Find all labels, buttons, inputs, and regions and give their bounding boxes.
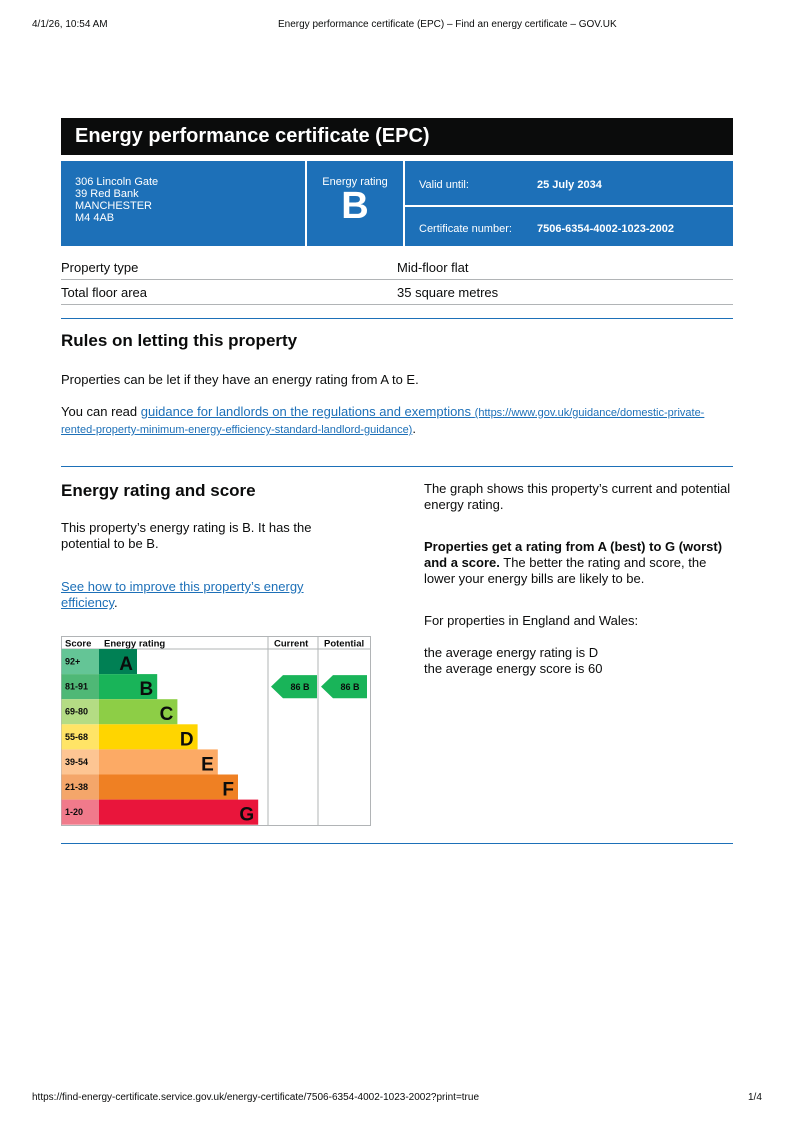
potential-rating-arrow	[321, 675, 367, 699]
text: You can read	[61, 404, 141, 419]
rating-explanation: Properties get a rating from A (best) to…	[424, 539, 734, 587]
rating-letter-E: E	[201, 754, 214, 775]
improve-text: See how to improve this property’s energ…	[61, 579, 331, 611]
address-line: 306 Lincoln Gate	[75, 176, 159, 188]
score-cell-F	[61, 774, 100, 800]
print-url: https://find-energy-certificate.service.…	[32, 1092, 480, 1103]
chart-header-energy-rating: Energy rating	[104, 639, 165, 650]
rating-band-D	[99, 724, 198, 750]
score-cell-E	[61, 749, 100, 775]
score-range-B: 81-91	[65, 682, 88, 692]
print-datetime: 4/1/26, 10:54 AM	[32, 19, 108, 30]
bold-text: Properties get a rating from A (best) to…	[424, 539, 723, 570]
summary-value: Mid-floor flat	[397, 260, 469, 275]
landlord-guidance-link[interactable]: guidance for landlords on the regulation…	[61, 404, 704, 436]
england-wales-text: For properties in England and Wales:	[424, 613, 639, 628]
rating-band-E	[99, 749, 218, 775]
score-range-A: 92+	[65, 657, 80, 667]
divider	[61, 843, 733, 844]
rating-letter-F: F	[222, 780, 234, 801]
score-cell-G	[61, 799, 100, 825]
score-heading: Energy rating and score	[61, 481, 256, 500]
text: The better the rating and score, the low…	[424, 555, 707, 586]
chart-header-current: Current	[274, 639, 309, 650]
valid-until-value: 25 July 2034	[537, 179, 602, 191]
divider	[61, 318, 733, 319]
score-range-F: 21-38	[65, 782, 88, 792]
rating-band-B	[99, 674, 158, 700]
rating-band-G	[99, 799, 259, 825]
rules-guidance-text: You can read guidance for landlords on t…	[61, 404, 721, 438]
certificate-number-panel: Certificate number: 7506-6354-4002-1023-…	[405, 207, 733, 246]
address-panel: 306 Lincoln Gate 39 Red Bank MANCHESTER …	[61, 161, 305, 246]
rating-letter-G: G	[239, 805, 254, 826]
print-page-title: Energy performance certificate (EPC) – F…	[278, 19, 617, 30]
score-cell-B	[61, 674, 100, 700]
rating-letter-D: D	[180, 729, 194, 750]
score-cell-D	[61, 724, 100, 750]
chart-header-potential: Potential	[324, 639, 364, 650]
link-text: guidance for landlords on the regulation…	[140, 404, 472, 419]
summary-row-floor-area: Total floor area 35 square metres	[61, 280, 733, 305]
score-range-G: 1-20	[65, 807, 83, 817]
current-rating-label: 86 B	[290, 682, 310, 692]
improve-efficiency-link[interactable]: See how to improve this property’s energ…	[61, 579, 304, 610]
page-title: Energy performance certificate (EPC)	[61, 118, 733, 155]
address-line: MANCHESTER	[75, 200, 153, 212]
text: .	[412, 421, 416, 436]
average-rating: the average energy rating is D	[424, 645, 599, 660]
rules-text: Properties can be let if they have an en…	[61, 372, 419, 387]
average-score: the average energy score is 60	[424, 661, 603, 676]
summary-label: Property type	[61, 260, 139, 275]
rules-heading: Rules on letting this property	[61, 331, 298, 350]
certificate-number-value: 7506-6354-4002-1023-2002	[537, 223, 675, 235]
rating-letter-C: C	[160, 704, 174, 725]
rating-band-C	[99, 699, 178, 725]
score-text: This property’s energy rating is B. It h…	[61, 520, 312, 551]
summary-label: Total floor area	[61, 285, 147, 300]
energy-rating-value: B	[341, 185, 369, 227]
print-page-count: 1/4	[748, 1092, 762, 1103]
summary-row-property-type: Property type Mid-floor flat	[61, 255, 733, 280]
summary-value: 35 square metres	[397, 285, 499, 300]
score-range-C: 69-80	[65, 707, 88, 717]
rating-band-F	[99, 774, 238, 800]
address-line: 39 Red Bank	[75, 188, 139, 200]
rating-letter-B: B	[139, 679, 153, 700]
chart-header-score: Score	[65, 639, 91, 650]
energy-rating-label: Energy rating	[322, 176, 388, 188]
address-postcode: M4 4AB	[75, 212, 115, 224]
certificate-number-label: Certificate number:	[419, 223, 512, 235]
energy-rating-panel: Energy rating B	[307, 161, 403, 246]
graph-explanation: The graph shows this property’s current …	[424, 481, 731, 512]
score-range-D: 55-68	[65, 732, 88, 742]
text: .	[114, 595, 118, 610]
divider	[61, 466, 733, 467]
valid-until-label: Valid until:	[419, 179, 469, 191]
rating-band-A	[99, 649, 137, 675]
link-url: (https://www.gov.uk/guidance/domestic-pr…	[61, 407, 705, 436]
score-cell-A	[61, 649, 100, 675]
score-cell-C	[61, 699, 100, 725]
current-rating-arrow	[271, 675, 317, 699]
rating-letter-A: A	[119, 654, 133, 675]
energy-rating-chart: Score Energy rating Current Potential 92+ A 81…	[61, 636, 371, 826]
score-range-E: 39-54	[65, 757, 88, 767]
valid-until-panel: Valid until: 25 July 2034	[405, 161, 733, 205]
potential-rating-label: 86 B	[340, 682, 360, 692]
